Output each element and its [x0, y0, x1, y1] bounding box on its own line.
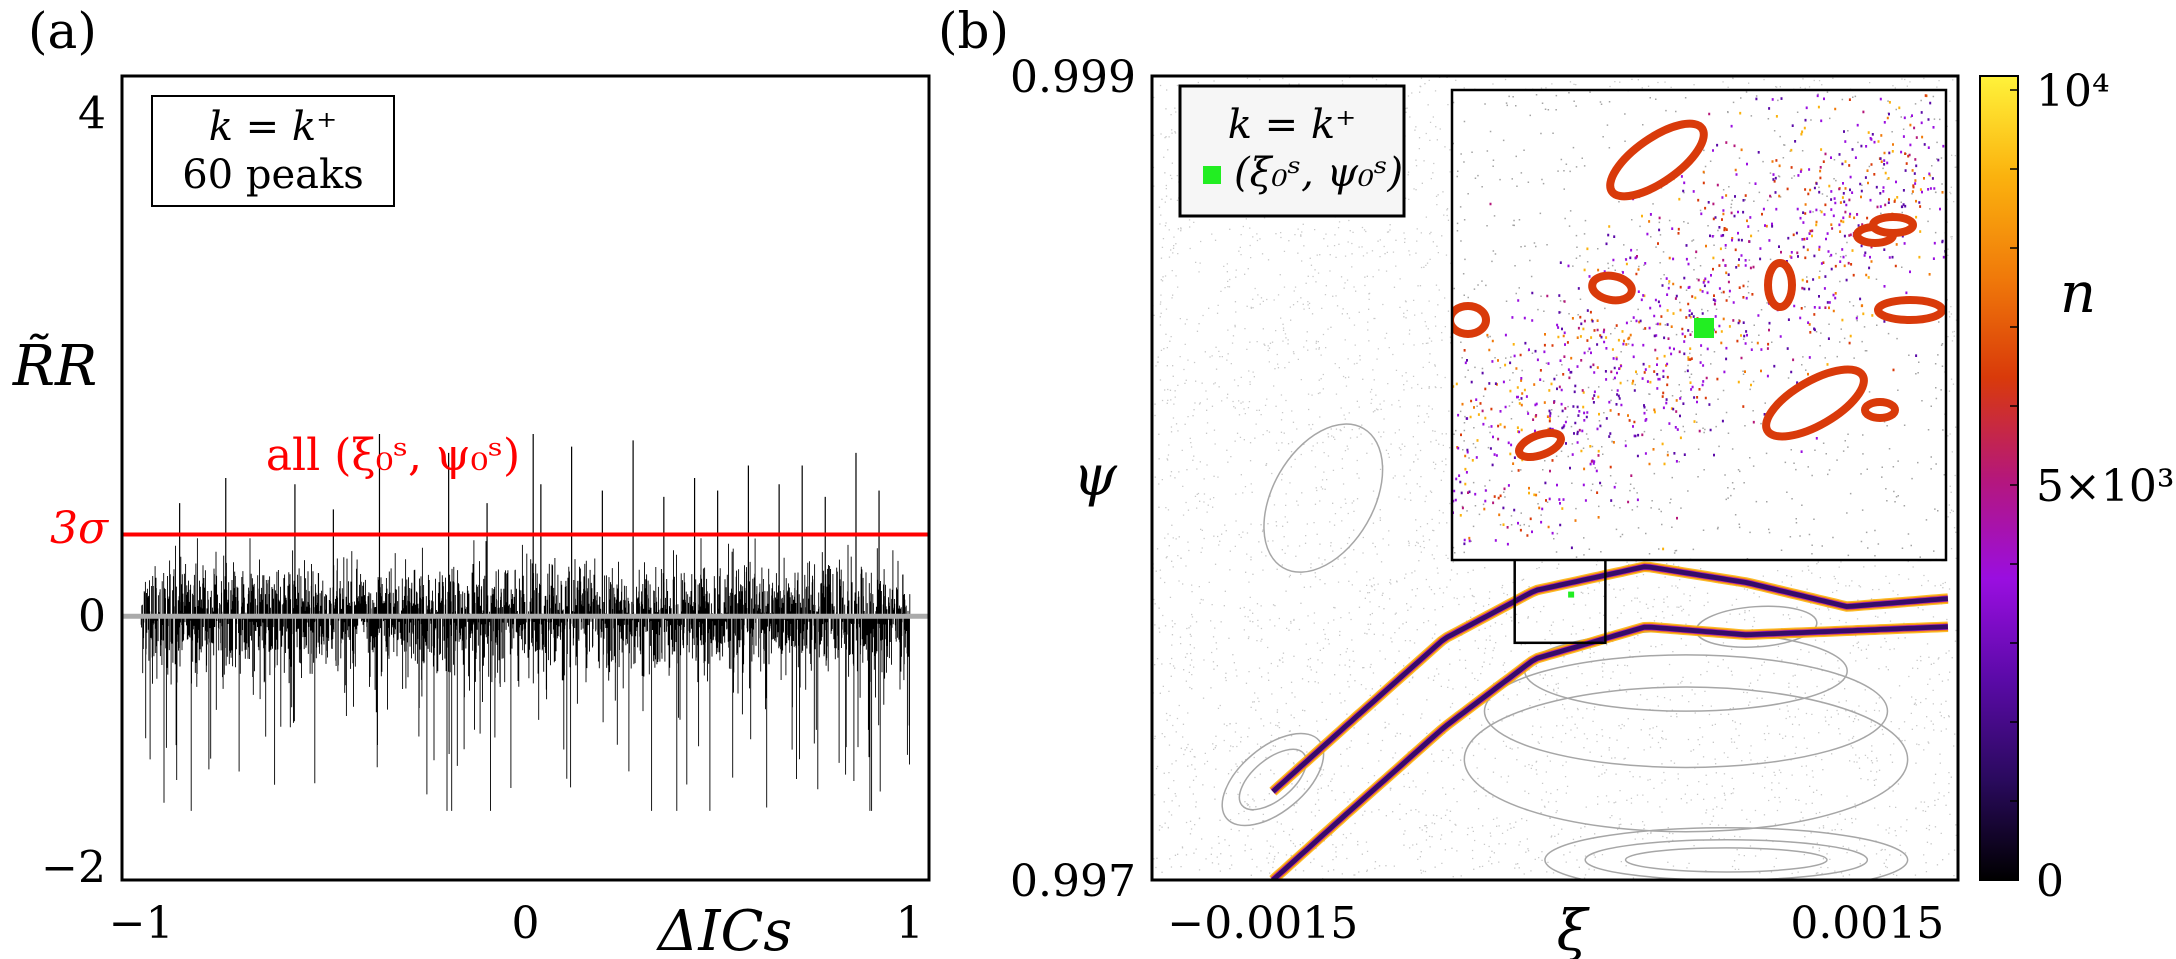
chaotic-band-curve [1270, 563, 1949, 794]
panel-b-legend-line1: k = k⁺ [1228, 102, 1357, 148]
panel-b-label: (b) [938, 2, 1009, 60]
inset-dot-cluster [1452, 94, 1927, 537]
panel-b-legend-box [1178, 84, 1406, 218]
panel-b-x-ticks: −0.0015 0.0015 [1167, 898, 1944, 949]
threshold-label: 3σ [50, 503, 110, 554]
panel-a-legend-line1: k = k⁺ [209, 104, 338, 150]
panel-a-y-ticks: 4 0 −2 [41, 89, 106, 894]
inset-dot-cluster [1452, 101, 1931, 551]
panel-b-plot [1152, 76, 1958, 880]
panel-b-x-tick-label: −0.0015 [1167, 898, 1358, 949]
island-ring [1869, 213, 1917, 237]
panel-b-y-ticks: 0.999 0.997 [1010, 52, 1136, 907]
chaotic-orbit-band [1269, 561, 1949, 880]
chaotic-band-curve [1270, 623, 1949, 880]
chaotic-band-curve [1270, 622, 1949, 880]
inset-gray-dots [1452, 90, 1946, 560]
invariant-torus [1584, 839, 1869, 880]
inset-background-dots [1452, 90, 1946, 560]
panel-a-xlabel: ΔICs [656, 899, 792, 959]
inset-island-rings [1452, 119, 1946, 462]
panel-a-y-tick-label: 0 [78, 591, 106, 642]
panel-a-label: (a) [28, 2, 97, 60]
zoom-inset-plot [1452, 90, 1946, 560]
invariant-torus [1238, 748, 1308, 811]
chaotic-band-curve [1269, 561, 1949, 796]
inset-dot-cluster [1461, 110, 1918, 529]
panel-b-y-tick-label: 0.999 [1010, 52, 1136, 103]
panel-a-y-tick-label: 4 [78, 89, 106, 140]
invariant-torus [1221, 732, 1325, 827]
colorbar-tick-label: 5×10³ [2036, 461, 2175, 512]
island-ring [1452, 302, 1490, 338]
panel-a-x-tick-label: 1 [896, 898, 924, 949]
rr-signal-path [140, 538, 911, 811]
zoom-region-box [1513, 557, 1607, 645]
inset-dot-cluster [1452, 94, 1945, 546]
panel-a-legend-line2: 60 peaks [182, 152, 364, 198]
chaotic-band-curve [1271, 624, 1949, 880]
panel-b-x-tick-label: 0.0015 [1790, 898, 1944, 949]
panel-b-xlabel: ξ [1557, 899, 1591, 959]
initial-condition-marker [1568, 591, 1575, 598]
panel-a-frame [120, 74, 931, 882]
panel-b-y-tick-label: 0.997 [1010, 856, 1136, 907]
invariant-torus [1624, 847, 1828, 873]
panel-a-x-tick-label: 0 [512, 898, 540, 949]
island-ring [1874, 296, 1946, 324]
panel-b-frame [1150, 74, 1960, 882]
invariant-torus [1263, 423, 1384, 573]
colorbar-tick-label: 0 [2036, 856, 2064, 907]
inset-dot-cluster [1452, 97, 1946, 550]
colorbar-label: n [2060, 261, 2096, 326]
invariant-torus [1695, 605, 1818, 648]
panel-a-x-tick-label: −1 [109, 898, 174, 949]
panel-a-legend-box [151, 95, 395, 207]
rr-signal-series [140, 538, 911, 811]
panel-a-x-ticks: −1 0 1 [109, 898, 924, 949]
panel-b-legend-marker-label: (ξ₀ˢ, ψ₀ˢ) [1234, 150, 1403, 196]
panel-b-ylabel: ψ [1073, 444, 1118, 509]
chaotic-band-curve [1270, 562, 1949, 795]
island-ring [1762, 365, 1868, 441]
inset-chaotic-dots [1452, 94, 1946, 551]
colorbar [1979, 75, 2019, 881]
colorbar-ticks: 0 5×10³ 10⁴ [2010, 66, 2175, 907]
inset-frame [1450, 88, 1948, 562]
panel-a-plot [122, 434, 929, 811]
invariant-torus [1463, 686, 1909, 833]
panel-a-ylabel: R̃R [12, 333, 97, 399]
invariant-torus [1483, 654, 1889, 769]
island-ring [1588, 271, 1636, 305]
annotation-all-initial-conditions: all (ξ₀ˢ, ψ₀ˢ) [266, 430, 520, 481]
inset-dot-cluster [1452, 94, 1946, 540]
island-ring [1764, 259, 1796, 311]
initial-condition-marker-inset [1694, 318, 1714, 338]
chaotic-band-curve [1269, 621, 1949, 880]
legend-initial-condition-marker [1203, 166, 1221, 184]
colorbar-tick-label: 10⁴ [2036, 66, 2110, 117]
island-ring [1606, 119, 1708, 201]
invariant-torus [1544, 826, 1909, 880]
invariant-tori-curves [1221, 423, 1909, 880]
panel-a-y-tick-label: −2 [41, 842, 106, 893]
chaotic-band-curve [1271, 564, 1949, 794]
island-ring [1861, 398, 1899, 422]
island-ring [1515, 428, 1565, 462]
